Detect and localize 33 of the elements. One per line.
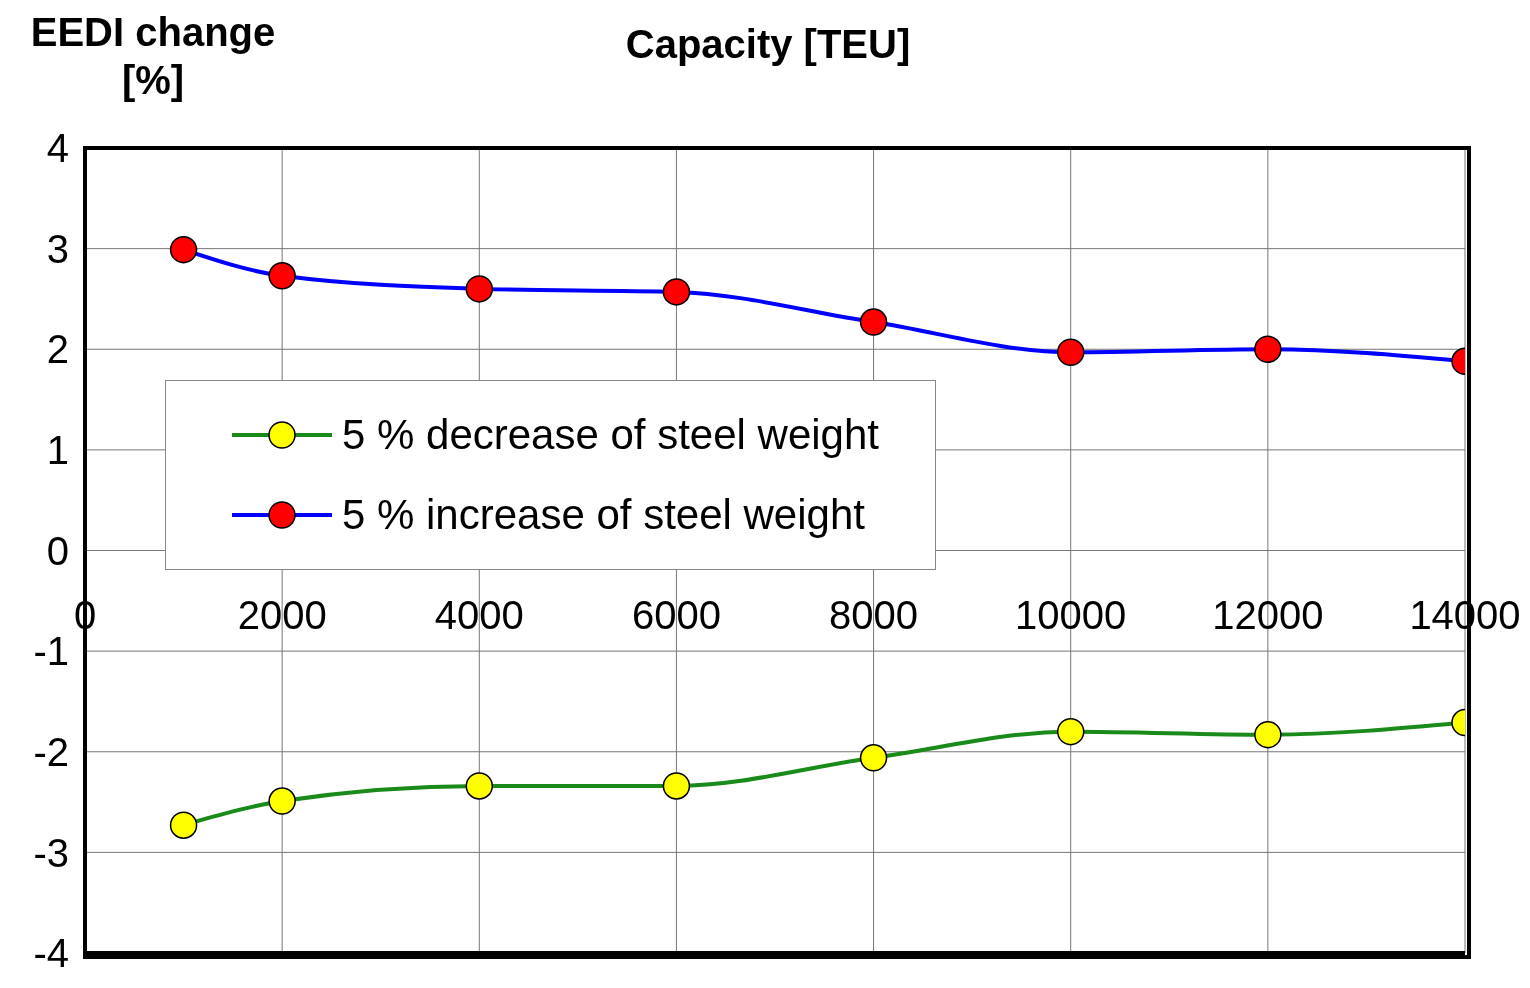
y-tick-label: 1 xyxy=(46,428,69,473)
y-tick-label: 0 xyxy=(46,528,69,573)
x-axis-title: Capacity [TEU] xyxy=(624,22,912,67)
point xyxy=(465,275,494,303)
x-tick-label: 2000 xyxy=(237,592,327,637)
x-tick-label: 10000 xyxy=(1015,592,1127,637)
x-tick-label: 8000 xyxy=(829,592,919,637)
point xyxy=(1056,338,1085,367)
legend-label: 5 % decrease of steel weight xyxy=(342,411,879,459)
x-tick-label: 6000 xyxy=(631,592,721,637)
y-tick-label: 2 xyxy=(46,327,69,372)
point xyxy=(465,772,494,800)
y-tick-label: -3 xyxy=(33,830,69,875)
y-tick-label: -2 xyxy=(33,729,69,774)
point xyxy=(1254,335,1282,363)
y-axis-title: EEDI change [%] xyxy=(29,9,277,104)
y-tick-label: 4 xyxy=(46,126,69,171)
y-tick-label: -4 xyxy=(33,931,69,976)
point xyxy=(662,278,691,306)
legend-label: 5 % increase of steel weight xyxy=(342,491,865,539)
point xyxy=(268,787,296,815)
point xyxy=(859,744,888,772)
point xyxy=(268,262,296,290)
point xyxy=(1056,717,1085,746)
point xyxy=(1254,720,1282,749)
y-tick-label: -1 xyxy=(33,629,69,674)
x-tick-label: 12000 xyxy=(1212,592,1324,637)
y-tick-label: 3 xyxy=(46,226,69,271)
point xyxy=(859,308,888,336)
point xyxy=(169,811,198,839)
x-tick-label: 4000 xyxy=(434,592,524,637)
point xyxy=(662,772,691,800)
point xyxy=(169,235,198,264)
